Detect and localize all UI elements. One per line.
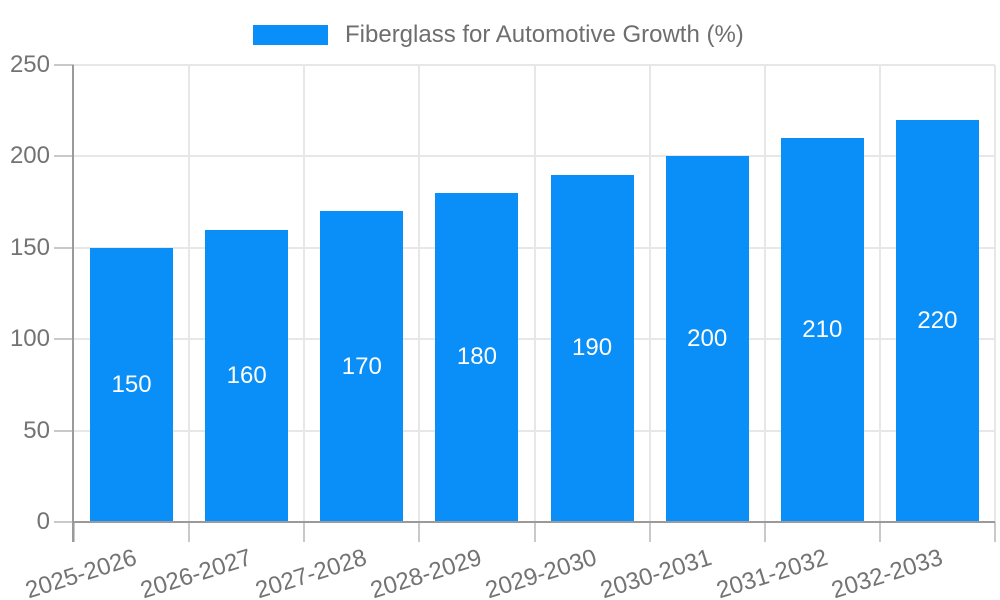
x-axis-tick-label: 2027-2028 xyxy=(252,544,370,600)
x-axis-tick xyxy=(763,522,766,542)
gridline-vertical xyxy=(303,65,306,522)
gridline-vertical xyxy=(188,65,191,522)
y-axis-tick xyxy=(54,246,74,249)
bar-value-label: 180 xyxy=(456,343,497,371)
x-axis-line xyxy=(74,521,995,523)
bar: 180 xyxy=(435,192,519,522)
legend-item[interactable]: Fiberglass for Automotive Growth (%) xyxy=(253,23,744,47)
bar: 150 xyxy=(90,247,174,522)
bar: 220 xyxy=(895,119,979,522)
legend-swatch xyxy=(253,25,328,45)
x-axis-tick xyxy=(418,522,421,542)
y-axis-tick-label: 250 xyxy=(9,51,50,78)
y-axis-tick xyxy=(54,338,74,341)
bar-value-label: 170 xyxy=(341,352,382,380)
x-axis-tick-label: 2032-2033 xyxy=(827,544,946,600)
bar-value-label: 220 xyxy=(917,306,958,334)
x-axis-tick-label: 2031-2032 xyxy=(712,544,831,600)
gridline-vertical xyxy=(763,65,766,522)
x-axis-tick xyxy=(533,522,536,542)
x-axis-tick xyxy=(994,522,996,542)
gridline-vertical xyxy=(878,65,881,522)
x-axis-tick xyxy=(648,522,651,542)
bar: 210 xyxy=(780,138,864,522)
bar: 160 xyxy=(205,229,289,522)
x-axis-tick-label: 2026-2027 xyxy=(137,544,255,600)
x-axis-tick-label: 2028-2029 xyxy=(367,544,486,600)
y-axis-tick xyxy=(54,155,74,158)
gridline-vertical xyxy=(418,65,421,522)
bar-value-label: 160 xyxy=(226,361,267,389)
y-axis-tick-label: 200 xyxy=(9,142,50,170)
x-axis-tick xyxy=(878,522,881,542)
y-axis-line xyxy=(72,65,74,542)
x-axis-tick xyxy=(73,522,75,542)
bar-value-label: 190 xyxy=(572,334,613,362)
x-axis-tick xyxy=(188,522,191,542)
x-axis-tick-label: 2025-2026 xyxy=(22,544,140,600)
y-axis-tick-label: 100 xyxy=(9,325,50,353)
y-axis-tick xyxy=(54,521,74,523)
y-axis-tick xyxy=(54,429,74,432)
x-axis-tick-label: 2029-2030 xyxy=(482,544,601,600)
bar: 200 xyxy=(665,156,749,522)
bar-value-label: 150 xyxy=(111,370,152,398)
gridline-vertical xyxy=(994,65,996,522)
y-axis-tick-label: 0 xyxy=(36,508,50,535)
y-axis-tick xyxy=(54,64,74,66)
bar: 190 xyxy=(550,174,634,522)
gridline-vertical xyxy=(648,65,651,522)
y-axis-tick-label: 50 xyxy=(23,416,50,444)
gridline-vertical xyxy=(533,65,536,522)
bar: 170 xyxy=(320,211,404,522)
legend-label: Fiberglass for Automotive Growth (%) xyxy=(345,21,744,48)
x-axis-tick-label: 2030-2031 xyxy=(597,544,716,600)
bar-value-label: 210 xyxy=(802,316,843,344)
bar-value-label: 200 xyxy=(687,325,728,353)
x-axis-tick xyxy=(303,522,306,542)
y-axis-tick-label: 150 xyxy=(9,233,50,261)
